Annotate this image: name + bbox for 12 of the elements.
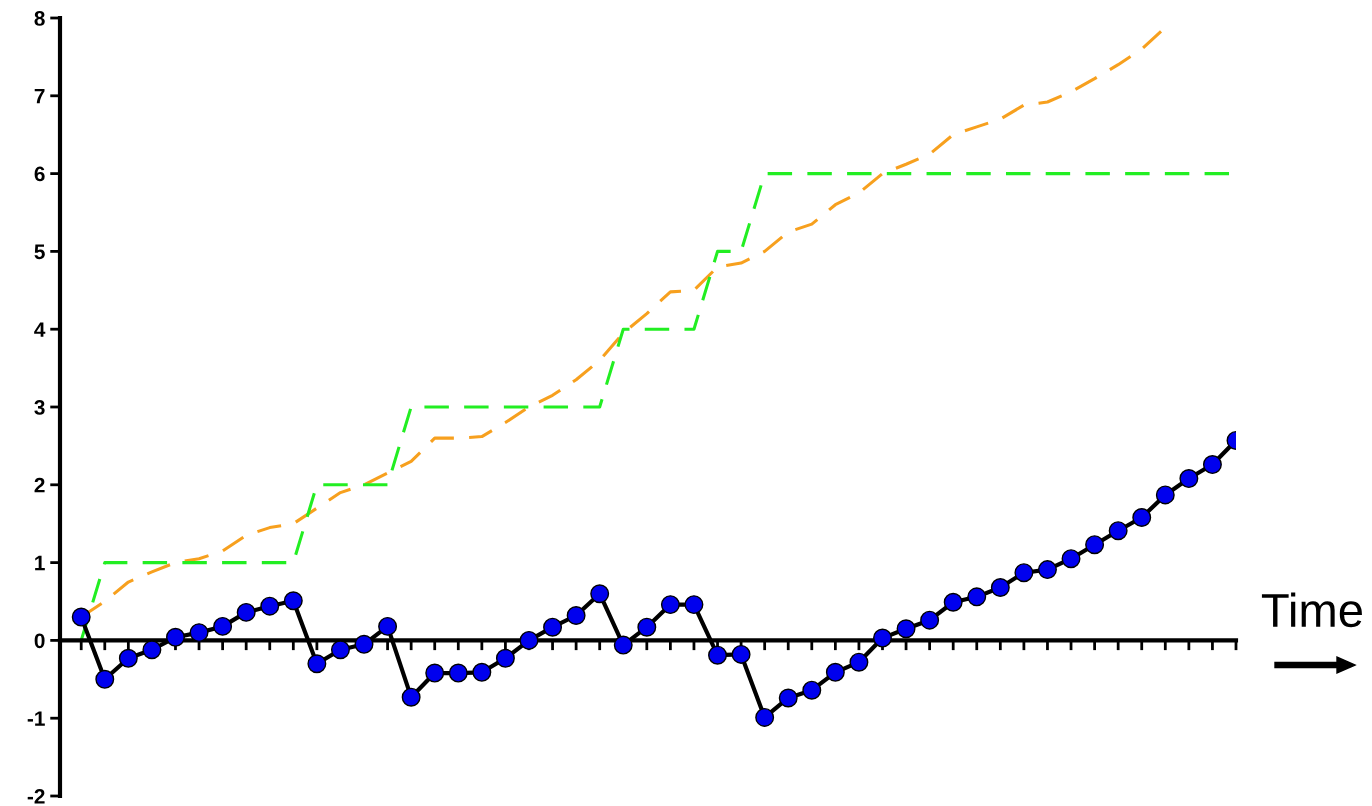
y-tick-label: 0 xyxy=(34,633,45,649)
y-tick-label: -1 xyxy=(27,711,45,726)
y-tick-label: 6 xyxy=(34,166,45,182)
y-tick-label: 3 xyxy=(34,400,45,415)
y-tick-label: 8 xyxy=(34,11,45,26)
y-tick-label: -2 xyxy=(27,789,45,804)
y-tick-label: 1 xyxy=(35,555,45,571)
y-tick-label: 5 xyxy=(34,244,45,260)
y-tick-label: 2 xyxy=(34,477,45,493)
x-axis-title: Time xyxy=(1261,592,1362,628)
y-tick-label: 4 xyxy=(34,322,46,337)
y-tick-label: 7 xyxy=(34,89,45,104)
